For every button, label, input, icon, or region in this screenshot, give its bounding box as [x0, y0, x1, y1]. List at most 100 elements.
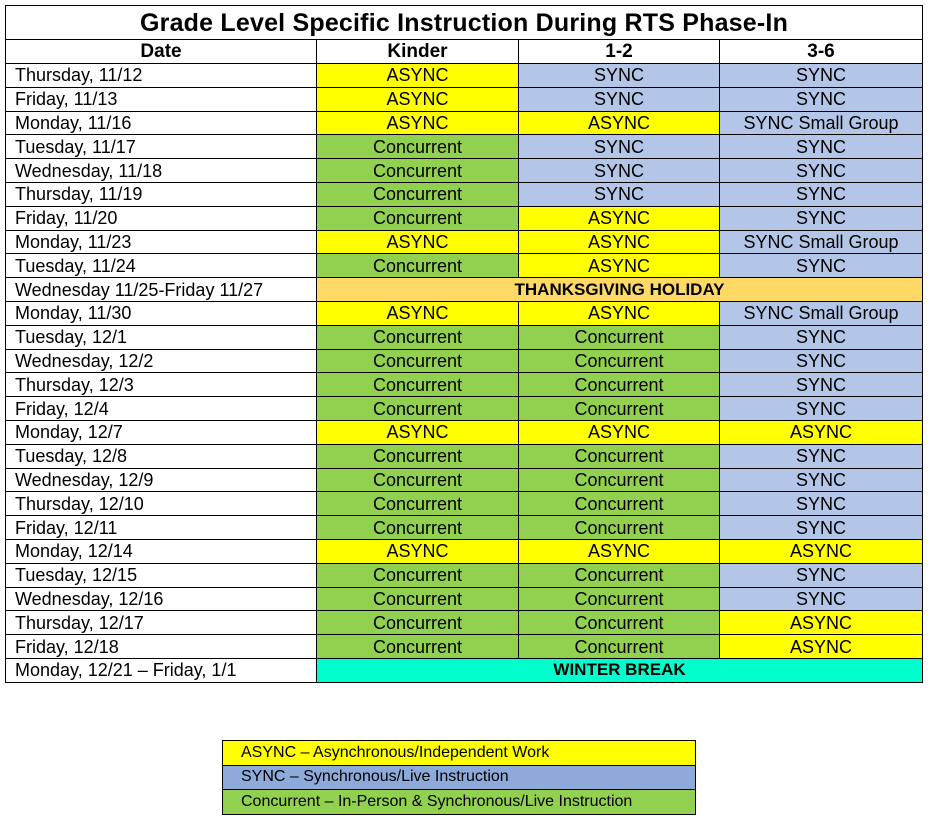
- date-cell: Wednesday, 12/16: [5, 586, 317, 612]
- date-cell: Monday, 11/16: [5, 110, 317, 136]
- table-row: Monday, 12/7 ASYNC ASYNC ASYNC: [5, 419, 924, 445]
- grades-3-6-cell: SYNC: [718, 491, 924, 517]
- kinder-cell: Concurrent: [316, 134, 519, 160]
- grades-3-6-cell: SYNC: [718, 396, 924, 421]
- legend-item-conc: Concurrent – In-Person & Synchronous/Liv…: [222, 789, 696, 815]
- date-cell: Thursday, 12/17: [5, 610, 317, 636]
- kinder-cell: Concurrent: [316, 586, 519, 612]
- date-cell: Thursday, 11/12: [5, 63, 317, 88]
- table-row: Wednesday, 11/18 Concurrent SYNC SYNC: [5, 158, 924, 183]
- grades-3-6-cell: SYNC: [718, 348, 924, 374]
- date-cell: Friday, 12/18: [5, 634, 317, 659]
- date-cell: Wednesday, 12/9: [5, 467, 317, 493]
- date-cell: Tuesday, 12/15: [5, 562, 317, 588]
- date-cell: Thursday, 11/19: [5, 181, 317, 207]
- kinder-cell: ASYNC: [316, 229, 519, 255]
- grades-1-2-cell: Concurrent: [518, 562, 720, 588]
- table-row: Friday, 11/20 Concurrent ASYNC SYNC: [5, 205, 924, 231]
- date-cell: Wednesday 11/25-Friday 11/27: [5, 277, 317, 302]
- kinder-cell: Concurrent: [316, 634, 519, 659]
- date-cell: Monday, 12/14: [5, 538, 317, 564]
- table-row: Wednesday, 12/16 Concurrent Concurrent SYNC: [5, 586, 924, 612]
- table-row: Wednesday, 12/2 Concurrent Concurrent SYNC: [5, 348, 924, 374]
- kinder-cell: ASYNC: [316, 538, 519, 564]
- legend-row: SYNC – Synchronous/Live Instruction: [222, 764, 696, 790]
- date-cell: Monday, 12/21 – Friday, 1/1: [5, 657, 317, 683]
- grades-3-6-cell: SYNC: [718, 467, 924, 493]
- schedule-table: Grade Level Specific Instruction During …: [4, 5, 924, 683]
- table-row: Tuesday, 12/8 Concurrent Concurrent SYNC: [5, 443, 924, 469]
- kinder-cell: Concurrent: [316, 372, 519, 398]
- grades-3-6-cell: ASYNC: [718, 610, 924, 636]
- grades-3-6-cell: SYNC: [718, 562, 924, 588]
- kinder-cell: Concurrent: [316, 348, 519, 374]
- header-date: Date: [5, 39, 317, 64]
- kinder-cell: Concurrent: [316, 443, 519, 469]
- kinder-cell: Concurrent: [316, 515, 519, 540]
- date-cell: Monday, 11/30: [5, 300, 317, 326]
- date-cell: Thursday, 12/3: [5, 372, 317, 398]
- table-row: Friday, 11/13 ASYNC SYNC SYNC: [5, 86, 924, 112]
- grades-1-2-cell: Concurrent: [518, 372, 720, 398]
- grades-1-2-cell: SYNC: [518, 86, 720, 112]
- date-cell: Wednesday, 11/18: [5, 158, 317, 183]
- grades-1-2-cell: SYNC: [518, 63, 720, 88]
- kinder-cell: ASYNC: [316, 86, 519, 112]
- grades-1-2-cell: ASYNC: [518, 253, 720, 279]
- grades-3-6-cell: SYNC: [718, 372, 924, 398]
- grades-1-2-cell: Concurrent: [518, 586, 720, 612]
- grades-1-2-cell: Concurrent: [518, 515, 720, 540]
- grades-3-6-cell: SYNC: [718, 63, 924, 88]
- grades-3-6-cell: SYNC: [718, 324, 924, 350]
- kinder-cell: Concurrent: [316, 467, 519, 493]
- grades-1-2-cell: SYNC: [518, 181, 720, 207]
- grades-3-6-cell: SYNC: [718, 205, 924, 231]
- grades-1-2-cell: SYNC: [518, 158, 720, 183]
- legend: ASYNC – Asynchronous/Independent Work SYN…: [222, 740, 696, 815]
- grades-3-6-cell: SYNC: [718, 134, 924, 160]
- kinder-cell: Concurrent: [316, 562, 519, 588]
- grades-3-6-cell: ASYNC: [718, 538, 924, 564]
- legend-row: Concurrent – In-Person & Synchronous/Liv…: [222, 789, 696, 815]
- date-cell: Thursday, 12/10: [5, 491, 317, 517]
- grades-1-2-cell: ASYNC: [518, 110, 720, 136]
- table-row: Wednesday, 12/9 Concurrent Concurrent SYNC: [5, 467, 924, 493]
- table-row: Thursday, 11/12 ASYNC SYNC SYNC: [5, 63, 924, 88]
- kinder-cell: ASYNC: [316, 110, 519, 136]
- kinder-cell: Concurrent: [316, 181, 519, 207]
- table-row: Tuesday, 12/15 Concurrent Concurrent SYNC: [5, 562, 924, 588]
- table-row: Thursday, 11/19 Concurrent SYNC SYNC: [5, 181, 924, 207]
- grades-3-6-cell: ASYNC: [718, 634, 924, 659]
- grades-3-6-cell: SYNC Small Group: [718, 229, 924, 255]
- grades-1-2-cell: ASYNC: [518, 300, 720, 326]
- table-row: Thursday, 12/10 Concurrent Concurrent SYNC: [5, 491, 924, 517]
- legend-body: ASYNC – Asynchronous/Independent Work SYN…: [222, 740, 696, 815]
- legend-item-sync: SYNC – Synchronous/Live Instruction: [222, 764, 696, 790]
- table-row: Thursday, 12/3 Concurrent Concurrent SYNC: [5, 372, 924, 398]
- grades-1-2-cell: Concurrent: [518, 443, 720, 469]
- date-cell: Friday, 12/11: [5, 515, 317, 540]
- grades-3-6-cell: SYNC: [718, 443, 924, 469]
- grades-3-6-cell: SYNC Small Group: [718, 110, 924, 136]
- grades-1-2-cell: ASYNC: [518, 538, 720, 564]
- date-cell: Friday, 12/4: [5, 396, 317, 421]
- kinder-cell: Concurrent: [316, 491, 519, 517]
- date-cell: Monday, 11/23: [5, 229, 317, 255]
- table-row: Thursday, 12/17 Concurrent Concurrent ASYNC: [5, 610, 924, 636]
- table-row: Wednesday 11/25-Friday 11/27 THANKSGIVING…: [5, 277, 924, 302]
- table-row: Monday, 12/14 ASYNC ASYNC ASYNC: [5, 538, 924, 564]
- grades-1-2-cell: Concurrent: [518, 467, 720, 493]
- table-row: Monday, 11/30 ASYNC ASYNC SYNC Small Group: [5, 300, 924, 326]
- kinder-cell: Concurrent: [316, 396, 519, 421]
- date-cell: Tuesday, 11/24: [5, 253, 317, 279]
- legend-row: ASYNC – Asynchronous/Independent Work: [222, 740, 696, 766]
- grades-1-2-cell: Concurrent: [518, 491, 720, 517]
- grades-3-6-cell: SYNC: [718, 253, 924, 279]
- grades-1-2-cell: ASYNC: [518, 205, 720, 231]
- header-kinder: Kinder: [316, 39, 519, 64]
- grades-1-2-cell: Concurrent: [518, 610, 720, 636]
- date-cell: Tuesday, 12/8: [5, 443, 317, 469]
- grades-3-6-cell: SYNC: [718, 515, 924, 540]
- table-row: Monday, 11/16 ASYNC ASYNC SYNC Small Group: [5, 110, 924, 136]
- date-cell: Friday, 11/20: [5, 205, 317, 231]
